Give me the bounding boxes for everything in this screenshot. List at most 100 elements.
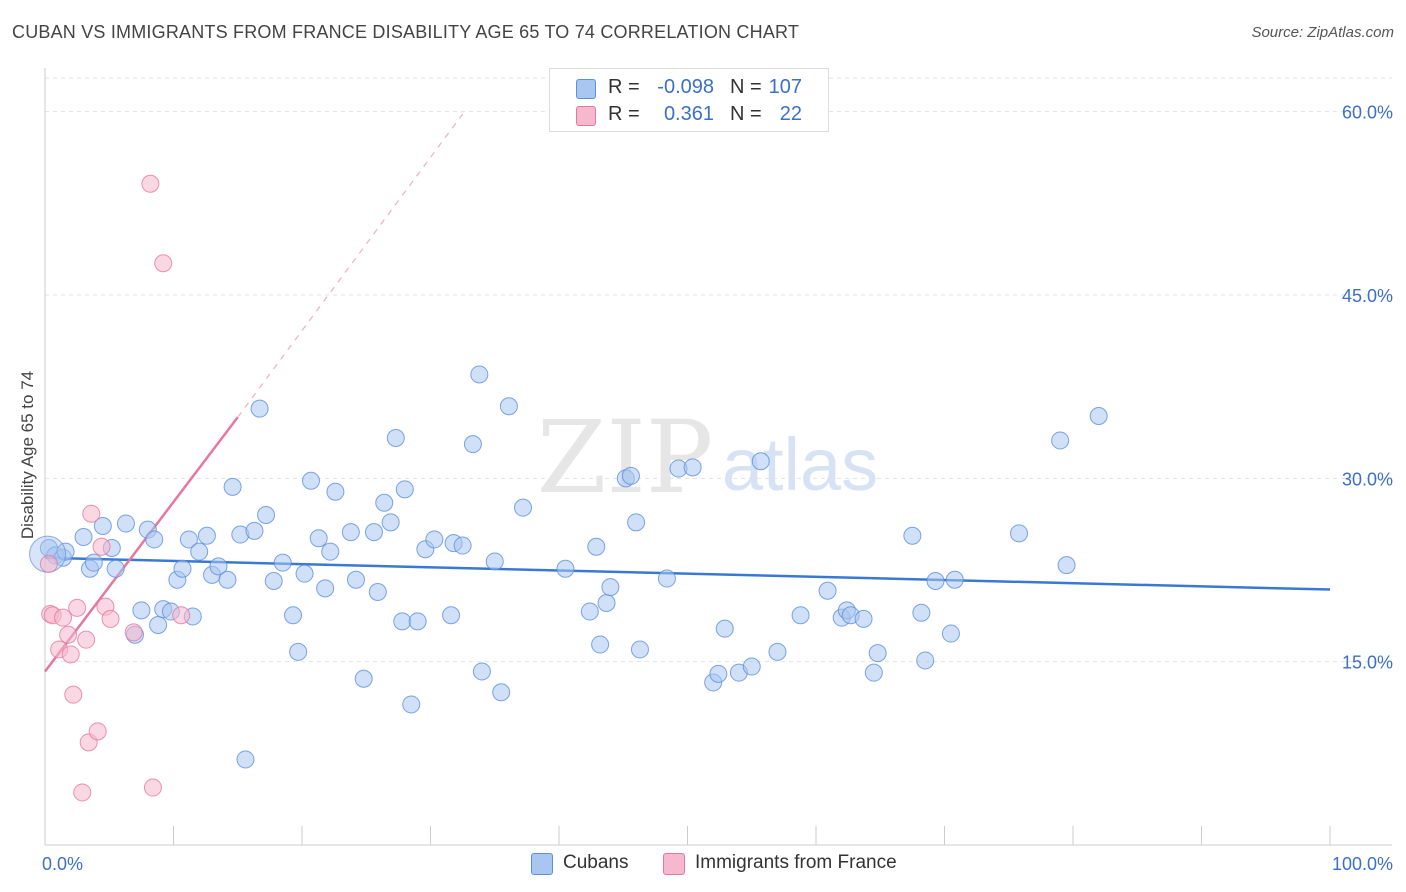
data-point-cubans xyxy=(453,536,472,555)
data-point-cubans xyxy=(627,513,646,532)
data-point-france xyxy=(88,722,107,741)
y-tick-label: 60.0% xyxy=(1342,103,1393,123)
data-point-cubans xyxy=(854,609,873,628)
data-point-cubans xyxy=(341,523,360,542)
data-point-cubans xyxy=(926,572,945,590)
watermark-atlas: atlas xyxy=(722,423,878,506)
watermark: ZIP atlas xyxy=(537,399,878,516)
legend-n-value: 22 xyxy=(779,103,802,125)
data-point-cubans xyxy=(768,642,787,661)
data-point-cubans xyxy=(106,559,125,578)
data-point-cubans xyxy=(149,616,168,634)
data-point-cubans xyxy=(709,664,728,683)
data-point-cubans xyxy=(301,471,320,490)
data-point-cubans xyxy=(941,624,960,643)
data-point-cubans xyxy=(1010,524,1029,543)
data-point-cubans xyxy=(715,619,734,638)
data-point-cubans xyxy=(580,602,599,621)
source-label: Source: ZipAtlas.com xyxy=(1251,24,1394,41)
legend-r-value: 0.361 xyxy=(663,103,714,125)
data-point-france xyxy=(61,645,80,664)
data-point-cubans xyxy=(683,458,702,477)
legend-swatch-france xyxy=(663,853,685,875)
data-point-cubans xyxy=(284,606,303,625)
data-point-cubans xyxy=(916,651,935,670)
data-point-cubans xyxy=(868,644,887,663)
data-point-cubans xyxy=(257,506,276,524)
legend-label-cubans: Cubans xyxy=(563,852,629,873)
data-point-cubans xyxy=(485,552,504,571)
data-point-france xyxy=(172,606,191,625)
series-france xyxy=(39,174,191,802)
legend-row-france: R = 0.361 N = 22 xyxy=(550,100,828,128)
legend-n-value: 107 xyxy=(768,76,802,98)
data-point-cubans xyxy=(1057,556,1076,575)
chart-title: CUBAN VS IMMIGRANTS FROM FRANCE DISABILI… xyxy=(12,22,800,42)
data-point-france xyxy=(59,625,78,644)
data-point-cubans xyxy=(818,581,837,600)
data-point-cubans xyxy=(116,514,135,533)
legend-swatch-france xyxy=(576,106,596,126)
data-point-cubans xyxy=(912,603,931,622)
data-point-cubans xyxy=(386,429,405,447)
data-point-cubans xyxy=(514,498,533,517)
trend-line-cubans xyxy=(44,556,1331,591)
data-point-cubans xyxy=(364,523,383,542)
data-point-cubans xyxy=(309,529,328,548)
series-cubans xyxy=(29,365,1108,769)
data-point-france xyxy=(64,685,83,704)
data-point-cubans xyxy=(556,559,575,578)
data-point-cubans xyxy=(395,480,414,499)
watermark-zip: ZIP xyxy=(537,399,713,516)
data-point-cubans xyxy=(463,435,482,454)
tick-labels: 15.0% 30.0% 45.0% 60.0% 0.0% 100.0% xyxy=(42,103,1393,874)
data-point-cubans xyxy=(499,397,518,416)
x-tick-label: 0.0% xyxy=(42,854,83,874)
data-point-france xyxy=(143,778,162,797)
data-point-cubans xyxy=(173,559,192,578)
data-point-france xyxy=(68,598,87,617)
data-point-cubans xyxy=(630,640,649,659)
data-point-cubans xyxy=(321,542,340,561)
data-point-france xyxy=(154,254,173,273)
data-point-france xyxy=(92,537,111,556)
data-point-cubans xyxy=(132,601,151,620)
data-point-cubans xyxy=(442,606,461,625)
data-point-cubans xyxy=(1051,431,1070,450)
legend-swatch-cubans xyxy=(576,79,596,99)
trend-line-france-extended xyxy=(237,113,464,418)
data-point-cubans xyxy=(791,606,810,625)
data-point-cubans xyxy=(657,569,676,588)
data-point-cubans xyxy=(190,542,209,561)
data-point-cubans xyxy=(93,517,112,535)
data-point-cubans xyxy=(945,570,964,589)
data-point-cubans xyxy=(346,570,365,589)
data-point-france xyxy=(124,623,143,642)
stats-legend: R = -0.098 N = 107 R = 0.361 N = 22 xyxy=(549,68,829,132)
data-point-cubans xyxy=(381,513,400,532)
y-tick-label: 45.0% xyxy=(1342,286,1393,306)
data-point-cubans xyxy=(742,657,761,676)
data-point-cubans xyxy=(601,578,620,597)
data-point-cubans xyxy=(74,528,93,546)
data-point-cubans xyxy=(375,493,394,512)
data-point-france xyxy=(39,554,58,573)
legend-label-france: Immigrants from France xyxy=(695,852,897,873)
data-point-cubans xyxy=(264,572,283,590)
y-axis-label: Disability Age 65 to 74 xyxy=(18,370,37,540)
axes xyxy=(44,68,1392,846)
data-point-cubans xyxy=(472,662,491,681)
legend-r-label: R = xyxy=(608,76,640,98)
trend-line-france xyxy=(44,416,239,673)
data-point-cubans xyxy=(402,695,421,714)
legend-r-label: R = xyxy=(608,103,640,125)
legend-row-cubans: R = -0.098 N = 107 xyxy=(550,73,828,101)
data-point-france xyxy=(73,783,92,802)
data-point-cubans xyxy=(425,530,444,549)
data-point-cubans xyxy=(597,594,616,612)
data-point-france xyxy=(77,630,96,649)
data-point-cubans xyxy=(591,635,610,654)
data-point-cubans xyxy=(864,663,883,682)
legend-n-label: N = xyxy=(730,76,762,98)
data-point-cubans xyxy=(209,557,228,576)
